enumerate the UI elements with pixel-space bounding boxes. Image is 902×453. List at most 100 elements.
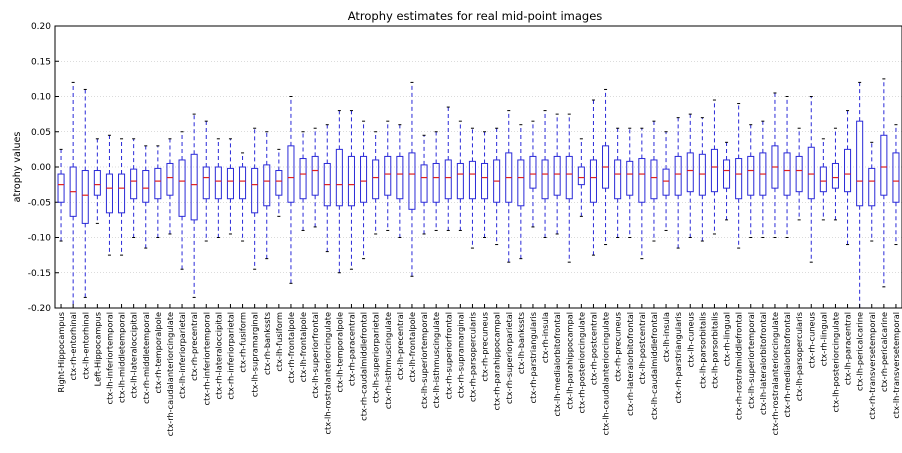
grid-lines	[55, 60, 902, 274]
x-category-label: ctx-lh-insula	[661, 312, 671, 362]
box-plot-item	[674, 117, 682, 249]
x-category-label: ctx-rh-superiorparietal	[504, 312, 514, 404]
box-plot-item	[614, 127, 622, 238]
box-plot-item	[105, 134, 113, 256]
box-plot-item	[517, 124, 525, 260]
box-plot-item	[384, 120, 392, 231]
x-category-label: ctx-rh-superiorfrontal	[443, 312, 453, 399]
x-category-label: ctx-lh-rostralanteriorcingulate	[322, 312, 332, 434]
box-plot-item	[251, 127, 259, 270]
iqr-box	[154, 167, 162, 200]
x-category-label: ctx-lh-bankssts	[516, 312, 526, 374]
iqr-box	[311, 155, 319, 196]
box-plot-item	[275, 148, 283, 217]
iqr-box	[723, 159, 731, 189]
chart-title: Atrophy estimates for real mid-point ima…	[348, 9, 603, 23]
box-plot-item	[190, 113, 198, 298]
box-plot-item	[311, 127, 319, 228]
iqr-box	[807, 146, 815, 200]
box-plot-item	[686, 113, 694, 238]
iqr-box	[517, 159, 525, 207]
iqr-box	[166, 162, 174, 196]
box-plot-item	[577, 138, 585, 217]
iqr-box	[650, 159, 658, 200]
y-tick-label: -0.15	[28, 269, 51, 279]
x-category-label: ctx-rh-fusiform	[238, 312, 248, 373]
iqr-box	[468, 160, 476, 200]
x-category-label: ctx-rh-pericalcarine	[879, 312, 889, 392]
box-plot-item	[263, 131, 271, 260]
y-tick-label: -0.20	[28, 304, 52, 314]
box-plot-item	[396, 124, 404, 238]
box-plot-item	[819, 138, 827, 221]
iqr-box	[251, 167, 259, 214]
box-plot-item	[892, 124, 900, 246]
x-category-label: ctx-lh-parsopercularis	[794, 312, 804, 401]
iqr-box	[481, 162, 489, 200]
box-plot-item	[408, 81, 416, 277]
box-plot-item	[481, 131, 489, 238]
iqr-box	[360, 155, 368, 203]
x-category-label: ctx-rh-posteriorcingulate	[576, 312, 586, 413]
x-category-label: ctx-rh-frontalpole	[286, 312, 296, 383]
x-category-label: ctx-rh-isthmuscingulate	[383, 312, 393, 409]
x-category-label: ctx-lh-frontalpole	[407, 312, 417, 382]
x-category-label: ctx-rh-precuneus	[613, 312, 623, 382]
iqr-box	[93, 170, 101, 196]
x-category-label: ctx-lh-parsorbitalis	[709, 312, 719, 389]
box-plot-item	[710, 99, 718, 235]
x-category-label: ctx-lh-pericalcarine	[855, 312, 865, 391]
box-plot-item	[844, 110, 852, 246]
iqr-box	[710, 148, 718, 193]
box-plot-item	[214, 138, 222, 238]
x-category-label: ctx-rh-precuneus	[480, 312, 490, 382]
iqr-box	[747, 155, 755, 196]
x-category-label: ctx-rh-lingual	[722, 312, 732, 366]
x-category-label: ctx-rh-lateralorbitofrontal	[625, 312, 635, 416]
x-category-label: ctx-lh-postcentral	[637, 312, 647, 384]
x-category-label: ctx-rh-paracentral	[346, 312, 356, 386]
x-category-label: ctx-lh-posteriorcingulate	[830, 312, 840, 412]
box-plot-item	[868, 141, 876, 242]
box-plot-item	[69, 81, 77, 309]
x-category-label: ctx-lh-superiortemporal	[746, 312, 756, 409]
x-category-label: ctx-rh-rostralmiddlefrontal	[734, 312, 744, 420]
x-category-label: ctx-rh-caudalmiddlefrontal	[359, 312, 369, 421]
box-plot-item	[142, 145, 150, 249]
box-plot-item	[650, 120, 658, 242]
x-axis-category-labels: Right-Hippocampus ctx-rh-entorhinal ctx-lh…	[56, 304, 901, 436]
box-plot-item	[795, 127, 803, 221]
iqr-box	[698, 153, 706, 196]
x-category-label: ctx-lh-precentral	[395, 312, 405, 380]
x-category-label: ctx-rh-lingual	[818, 312, 828, 366]
iqr-box	[444, 159, 452, 200]
box-plot-item	[118, 138, 126, 256]
box-plot-item	[178, 131, 186, 270]
x-category-label: ctx-lh-superiorfrontal	[310, 312, 320, 398]
box-plot-item	[202, 120, 210, 242]
iqr-box	[178, 159, 186, 217]
x-category-label: ctx-rh-postcentral	[588, 312, 598, 385]
x-category-label: Left-Hippocampus	[92, 312, 102, 386]
x-category-label: ctx-rh-inferiorparietal	[225, 312, 235, 400]
box-plot-item	[626, 127, 634, 238]
iqr-box	[105, 173, 113, 214]
box-plot-item	[856, 81, 864, 309]
iqr-box	[831, 162, 839, 189]
box-plot-item	[505, 110, 513, 263]
iqr-box	[118, 173, 126, 214]
box-plot-item	[226, 138, 234, 235]
y-tick-label: 0.00	[31, 163, 51, 173]
box-plot-item	[287, 96, 295, 284]
iqr-box	[795, 155, 803, 193]
x-category-label: ctx-lh-parahippocampal	[564, 312, 574, 409]
box-plot-item	[432, 131, 440, 231]
x-category-label: ctx-rh-parstriangularis	[673, 312, 683, 403]
box-plot-item	[493, 127, 501, 246]
iqr-box	[638, 158, 646, 203]
x-category-label: ctx-lh-inferiortemporal	[104, 312, 114, 404]
x-category-label: ctx-lh-caudalanteriorcingulate	[601, 312, 611, 435]
y-axis-ticks: -0.20 -0.15 -0.10 -0.05 0.00 0.05 0.10 0.15 0.20	[28, 22, 59, 314]
iqr-box	[456, 162, 464, 200]
box-plot-item	[130, 138, 138, 238]
